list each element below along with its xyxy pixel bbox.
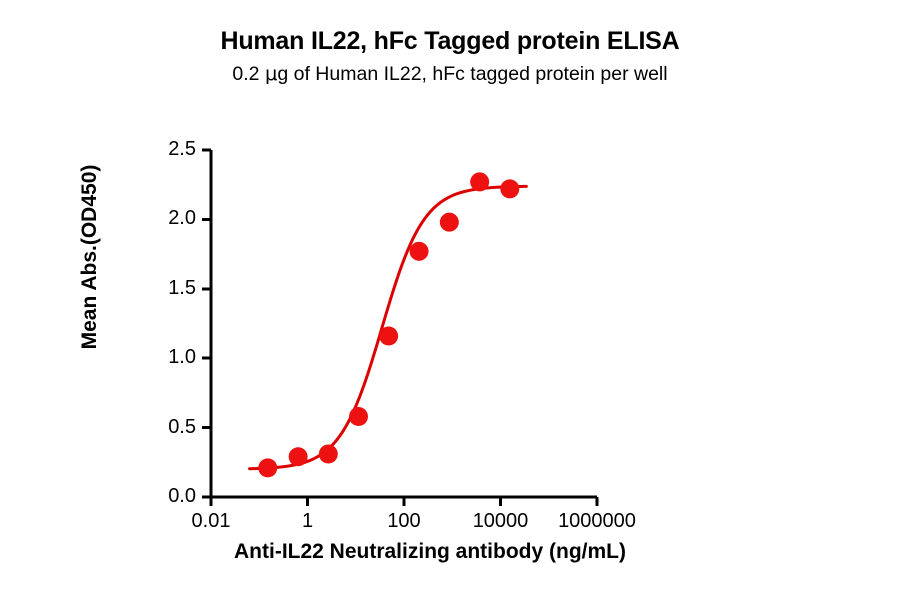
data-point (349, 407, 368, 426)
data-markers (258, 172, 520, 478)
x-tick-label: 1000000 (558, 510, 636, 532)
y-tick-label: 0.5 (168, 415, 196, 438)
x-tick-label: 0.01 (191, 510, 231, 532)
data-point (500, 179, 520, 199)
x-tick-label: 10000 (472, 510, 529, 532)
chart-subtitle-pre: 0.2 (232, 63, 265, 85)
x-tick-label: 100 (387, 510, 421, 532)
y-tick-label: 2.0 (168, 207, 196, 230)
x-tick-label: 1 (301, 510, 314, 532)
chart-subtitle: 0.2 μg of Human IL22, hFc tagged protein… (0, 62, 900, 86)
data-point (258, 458, 278, 478)
data-point (318, 444, 338, 464)
y-tick-label: 0.0 (168, 485, 196, 507)
data-point (439, 212, 459, 232)
data-point (379, 326, 399, 346)
chart-subtitle-post: g of Human IL22, hFc tagged protein per … (277, 63, 668, 85)
axes-group (202, 148, 599, 506)
data-point (288, 447, 308, 467)
y-tick-label: 2.5 (168, 138, 196, 160)
data-group (248, 172, 528, 478)
y-tick-label: 1.5 (168, 276, 196, 299)
data-point (409, 241, 429, 261)
x-axis-title: Anti-IL22 Neutralizing antibody (ng/mL) (234, 540, 626, 563)
y-tick-marks (202, 148, 211, 499)
y-tick-label: 1.0 (168, 346, 196, 369)
data-point (470, 172, 490, 192)
micro-symbol: μ (264, 62, 278, 85)
y-axis-title: Mean Abs.(OD450) (78, 164, 101, 350)
chart-title: Human IL22, hFc Tagged protein ELISA (220, 27, 680, 55)
